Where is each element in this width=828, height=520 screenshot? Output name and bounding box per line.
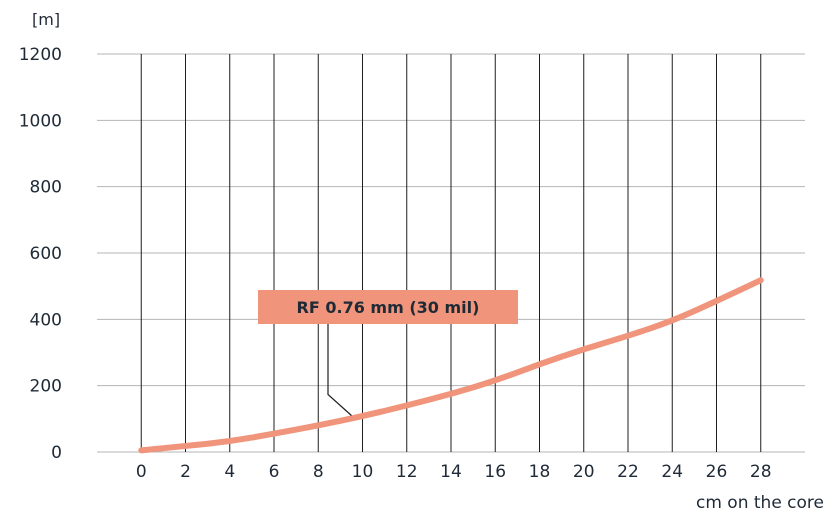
y-tick-label: 0 [51, 443, 62, 463]
x-tick-label: 16 [484, 462, 506, 482]
x-tick-label: 8 [313, 462, 324, 482]
y-tick-label: 600 [30, 244, 62, 264]
x-tick-label: 14 [440, 462, 462, 482]
y-tick-label: 1200 [19, 45, 62, 65]
y-tick-label: 1000 [19, 111, 62, 131]
x-axis-label: cm on the core [696, 493, 824, 513]
x-tick-label: 20 [573, 462, 595, 482]
annotation-label: RF 0.76 mm (30 mil) [297, 298, 480, 317]
y-tick-label: 800 [30, 178, 62, 198]
x-tick-label: 18 [529, 462, 551, 482]
annotation-leader-line [328, 324, 351, 416]
x-tick-label: 26 [706, 462, 728, 482]
x-tick-label: 12 [396, 462, 418, 482]
x-tick-label: 4 [224, 462, 235, 482]
x-tick-label: 2 [180, 462, 191, 482]
y-tick-label: 200 [30, 377, 62, 397]
x-tick-label: 10 [352, 462, 374, 482]
y-tick-label: 400 [30, 310, 62, 330]
x-tick-label: 6 [269, 462, 280, 482]
x-tick-label: 22 [617, 462, 639, 482]
x-tick-label: 28 [750, 462, 772, 482]
y-axis-label: [m] [32, 10, 60, 29]
x-tick-label: 24 [661, 462, 683, 482]
x-tick-label: 0 [136, 462, 147, 482]
